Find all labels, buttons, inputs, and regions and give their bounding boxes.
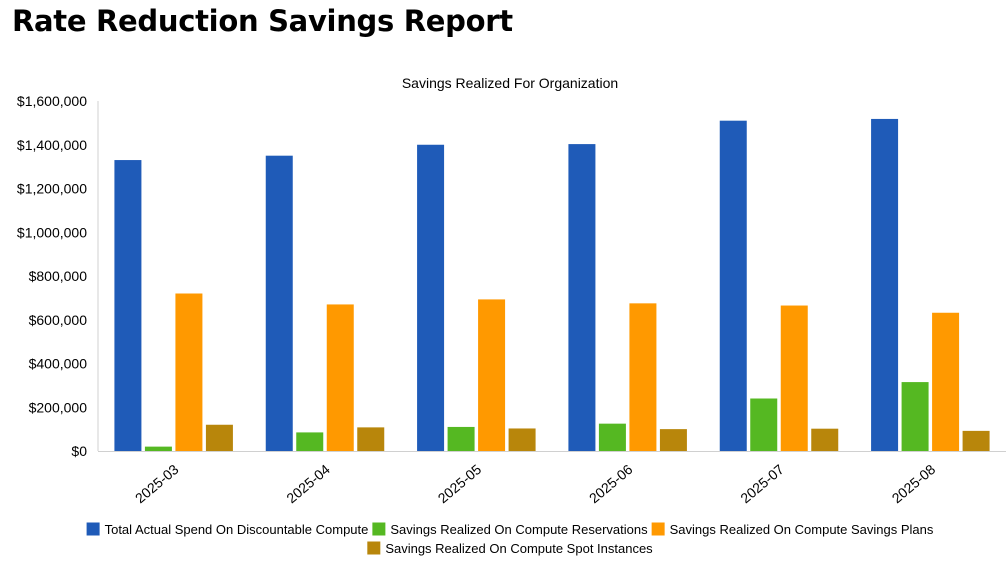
bar-2-2025-08 [901, 382, 929, 451]
bar-3-2025-06 [629, 303, 657, 451]
y-tick-label: $1,000,000 [17, 224, 87, 240]
bar-1-2025-07 [719, 120, 747, 451]
bar-3-2025-07 [780, 305, 808, 451]
chart-axes [97, 101, 1006, 452]
legend-swatch [367, 541, 381, 555]
y-tick-label: $0 [71, 443, 87, 459]
x-tick-label: 2025-04 [283, 461, 333, 506]
legend-swatch [372, 522, 386, 536]
bar-2-2025-05 [447, 426, 475, 451]
bar-1-2025-08 [871, 118, 899, 451]
bar-2-2025-07 [750, 398, 778, 451]
bar-4-2025-04 [357, 427, 385, 451]
y-tick-label: $1,400,000 [17, 137, 87, 153]
x-tick-label: 2025-08 [889, 461, 939, 506]
bar-4-2025-03 [205, 424, 233, 451]
legend-label: Savings Realized On Compute Reservations [390, 522, 648, 537]
y-tick-label: $400,000 [29, 356, 88, 372]
y-tick-label: $600,000 [29, 312, 88, 328]
x-tick-labels: 2025-03 2025-04 2025-05 2025-06 2025-07 2025-… [132, 461, 938, 506]
x-tick-label: 2025-06 [586, 461, 636, 506]
bar-3-2025-08 [932, 312, 960, 451]
bar-1-2025-06 [568, 144, 596, 451]
legend-item[interactable]: Savings Realized On Compute Savings Plan… [651, 522, 934, 537]
bar-3-2025-05 [478, 299, 506, 451]
bar-4-2025-08 [962, 430, 990, 451]
bar-1-2025-03 [114, 160, 142, 451]
x-tick-label: 2025-07 [737, 461, 787, 506]
x-tick-label: 2025-05 [435, 461, 485, 506]
bar-3-2025-04 [326, 304, 354, 451]
legend-item[interactable]: Savings Realized On Compute Reservations [372, 522, 648, 537]
report-title: Rate Reduction Savings Report [12, 4, 513, 38]
bar-4-2025-05 [508, 428, 536, 451]
bar-4-2025-07 [811, 428, 839, 451]
bar-2-2025-04 [296, 432, 324, 451]
bar-1-2025-05 [417, 144, 445, 451]
bar-2-2025-03 [144, 446, 172, 451]
y-tick-labels: $0 $200,000 $400,000 $600,000 $800,000 $1,000… [17, 93, 87, 459]
y-tick-label: $1,600,000 [17, 93, 87, 109]
chart-legend: Total Actual Spend On Discountable Compu… [86, 522, 934, 556]
x-tick-label: 2025-03 [132, 461, 182, 506]
y-tick-label: $1,200,000 [17, 181, 87, 197]
y-tick-label: $800,000 [29, 268, 88, 284]
chart-bars [114, 118, 990, 451]
bar-2-2025-06 [598, 423, 626, 451]
legend-label: Savings Realized On Compute Spot Instanc… [385, 541, 653, 556]
legend-label: Total Actual Spend On Discountable Compu… [105, 522, 369, 537]
legend-swatch [651, 522, 665, 536]
y-tick-label: $200,000 [29, 399, 88, 415]
bar-3-2025-03 [175, 293, 203, 451]
legend-item[interactable]: Savings Realized On Compute Spot Instanc… [367, 541, 653, 556]
legend-label: Savings Realized On Compute Savings Plan… [670, 522, 934, 537]
bar-1-2025-04 [265, 155, 293, 451]
bar-4-2025-06 [659, 429, 687, 451]
chart-title: Savings Realized For Organization [402, 75, 618, 91]
legend-item[interactable]: Total Actual Spend On Discountable Compu… [86, 522, 369, 537]
legend-swatch [86, 522, 100, 536]
